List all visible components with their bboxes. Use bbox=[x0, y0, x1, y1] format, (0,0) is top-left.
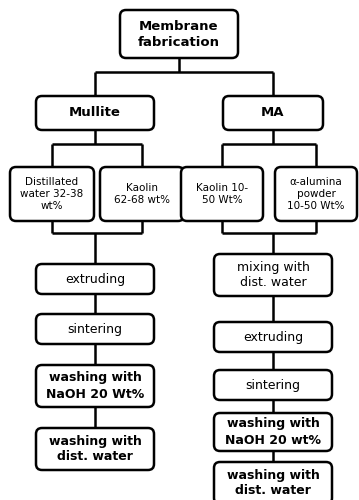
FancyBboxPatch shape bbox=[214, 254, 332, 296]
FancyBboxPatch shape bbox=[36, 96, 154, 130]
FancyBboxPatch shape bbox=[120, 10, 238, 58]
Text: Distillated
water 32-38
wt%: Distillated water 32-38 wt% bbox=[20, 176, 84, 212]
Text: washing with
dist. water: washing with dist. water bbox=[227, 468, 320, 498]
FancyBboxPatch shape bbox=[36, 365, 154, 407]
FancyBboxPatch shape bbox=[223, 96, 323, 130]
Text: sintering: sintering bbox=[246, 378, 300, 392]
FancyBboxPatch shape bbox=[36, 428, 154, 470]
FancyBboxPatch shape bbox=[181, 167, 263, 221]
FancyBboxPatch shape bbox=[275, 167, 357, 221]
FancyBboxPatch shape bbox=[214, 370, 332, 400]
FancyBboxPatch shape bbox=[214, 322, 332, 352]
FancyBboxPatch shape bbox=[214, 462, 332, 500]
Text: MA: MA bbox=[261, 106, 285, 120]
Text: sintering: sintering bbox=[67, 322, 122, 336]
FancyBboxPatch shape bbox=[36, 314, 154, 344]
Text: mixing with
dist. water: mixing with dist. water bbox=[237, 260, 309, 290]
Text: washing with
dist. water: washing with dist. water bbox=[48, 434, 141, 464]
Text: washing with
NaOH 20 Wt%: washing with NaOH 20 Wt% bbox=[46, 372, 144, 400]
Text: extruding: extruding bbox=[243, 330, 303, 344]
Text: Kaolin 10-
50 Wt%: Kaolin 10- 50 Wt% bbox=[196, 183, 248, 205]
Text: Membrane
fabrication: Membrane fabrication bbox=[138, 20, 220, 48]
FancyBboxPatch shape bbox=[100, 167, 184, 221]
FancyBboxPatch shape bbox=[36, 264, 154, 294]
FancyBboxPatch shape bbox=[10, 167, 94, 221]
Text: extruding: extruding bbox=[65, 272, 125, 285]
Text: α-alumina
powder
10-50 Wt%: α-alumina powder 10-50 Wt% bbox=[287, 176, 345, 212]
Text: Mullite: Mullite bbox=[69, 106, 121, 120]
Text: washing with
NaOH 20 wt%: washing with NaOH 20 wt% bbox=[225, 418, 321, 446]
Text: Kaolin
62-68 wt%: Kaolin 62-68 wt% bbox=[114, 183, 170, 205]
FancyBboxPatch shape bbox=[214, 413, 332, 451]
